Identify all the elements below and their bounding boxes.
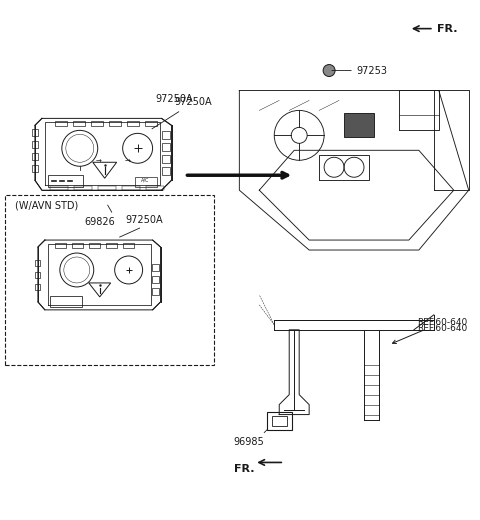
Text: REF.60-640: REF.60-640 — [393, 318, 467, 344]
Bar — [50, 296, 82, 307]
Bar — [344, 113, 374, 137]
Bar — [162, 132, 169, 139]
Circle shape — [323, 64, 335, 76]
Bar — [162, 167, 169, 175]
Text: FR.: FR. — [437, 23, 457, 34]
Bar — [144, 121, 156, 126]
Bar — [32, 153, 38, 160]
Bar — [108, 121, 120, 126]
Bar — [162, 144, 169, 151]
Bar — [89, 243, 100, 248]
Bar — [50, 186, 68, 190]
Bar — [145, 186, 164, 190]
Bar — [267, 412, 292, 430]
Bar — [123, 243, 133, 248]
Bar — [152, 288, 158, 295]
Bar — [74, 186, 92, 190]
Bar — [32, 141, 38, 148]
Bar — [127, 121, 139, 126]
Text: 96985: 96985 — [234, 436, 264, 447]
Text: (W/AVN STD): (W/AVN STD) — [15, 200, 78, 210]
Bar — [152, 264, 158, 271]
Bar — [55, 121, 67, 126]
Bar — [73, 121, 85, 126]
Bar — [48, 175, 83, 187]
Bar — [98, 186, 116, 190]
Text: REF.60-640: REF.60-640 — [417, 324, 467, 333]
Bar — [134, 177, 156, 187]
Bar — [35, 260, 40, 266]
Bar — [91, 121, 103, 126]
Text: 97253: 97253 — [356, 66, 387, 75]
Bar — [35, 284, 40, 290]
Text: →: → — [96, 159, 102, 165]
Text: A/C: A/C — [142, 178, 150, 183]
Text: 69826: 69826 — [84, 217, 115, 227]
Text: 97250A: 97250A — [152, 97, 212, 129]
Bar — [152, 276, 158, 283]
Bar — [162, 155, 169, 163]
Bar — [32, 165, 38, 172]
Bar — [55, 243, 66, 248]
Text: FR.: FR. — [234, 464, 255, 474]
Bar — [32, 129, 38, 136]
Text: 97250A: 97250A — [126, 215, 163, 225]
Bar — [35, 272, 40, 278]
Text: 97250A: 97250A — [156, 95, 193, 105]
Bar — [272, 415, 287, 425]
Text: →: → — [125, 159, 131, 165]
Bar — [106, 243, 117, 248]
Bar — [5, 195, 215, 365]
Bar — [121, 186, 140, 190]
Bar — [72, 243, 83, 248]
